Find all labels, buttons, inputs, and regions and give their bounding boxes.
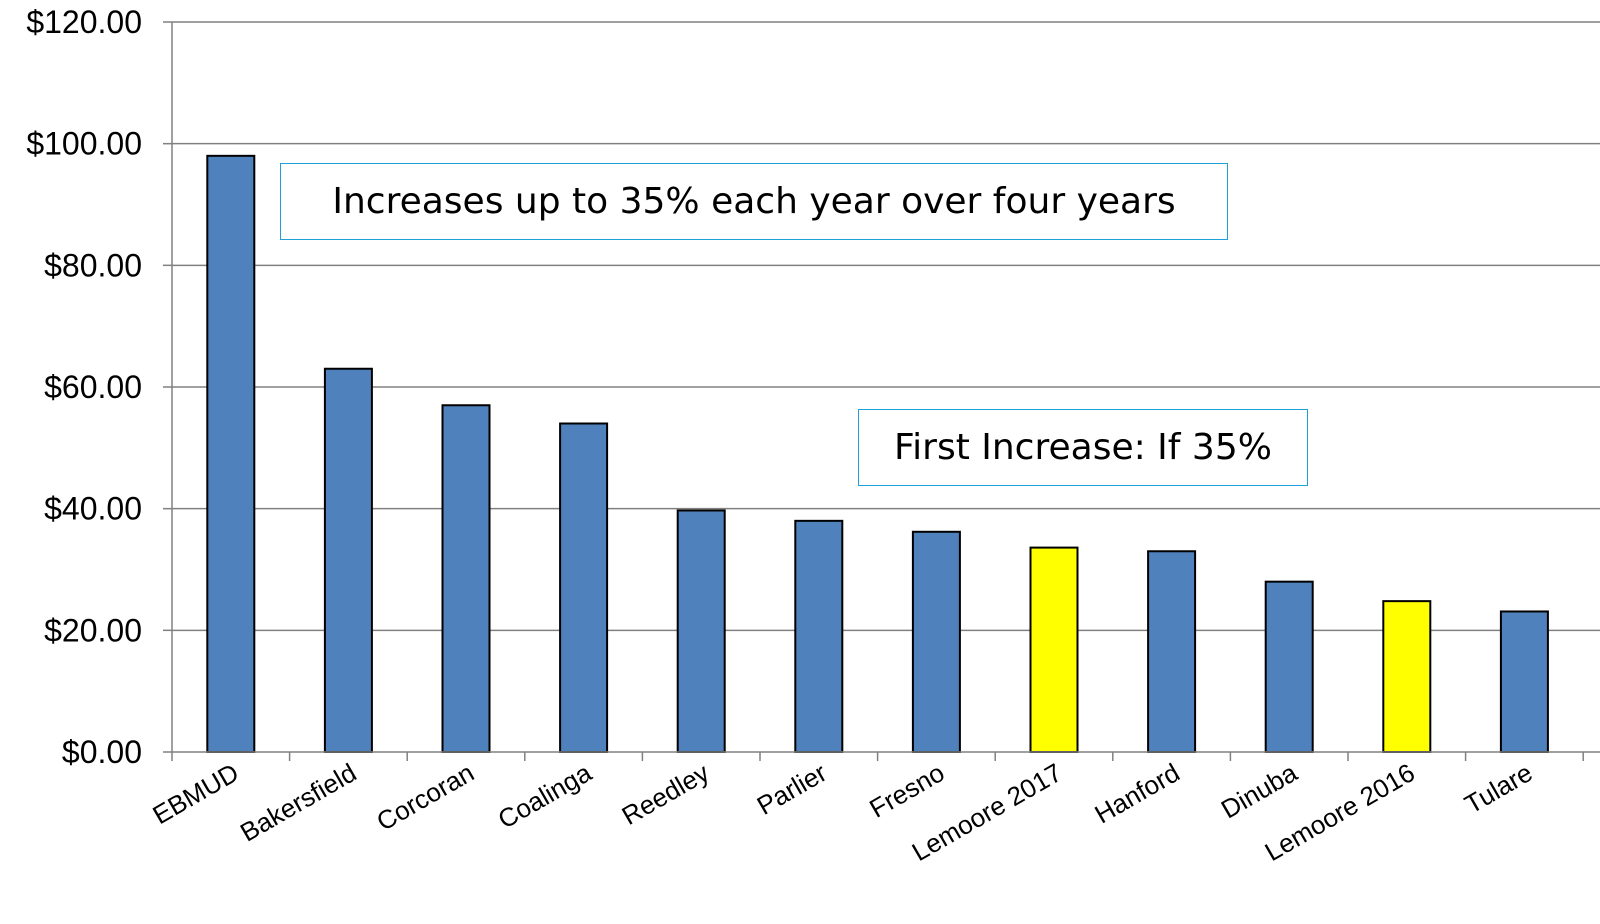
x-tick-label: Coalinga [493, 757, 597, 835]
y-tick-label: $100.00 [26, 126, 142, 162]
y-tick-label: $20.00 [44, 612, 142, 648]
x-tick-label: Reedley [617, 757, 715, 831]
annotation-box-first-increase: First Increase: If 35% [858, 409, 1308, 486]
y-tick-label: $0.00 [62, 734, 142, 770]
y-tick-label: $60.00 [44, 369, 142, 405]
bar [1147, 550, 1197, 753]
y-tick-label: $80.00 [44, 247, 142, 283]
y-tick-label: $40.00 [44, 491, 142, 527]
gridlines [172, 21, 1600, 632]
annotation-text-first-increase: First Increase: If 35% [894, 427, 1272, 468]
axes [171, 22, 1600, 761]
x-tick-label: Bakersfield [235, 757, 361, 847]
y-axis-tick-labels: $0.00 $20.00 $40.00 $60.00 $80.00 $100.00 $120… [26, 4, 172, 770]
bars [206, 154, 1549, 754]
y-tick-label: $120.00 [26, 4, 142, 40]
x-tick-label: Tulare [1459, 757, 1537, 819]
x-tick-label: Dinuba [1216, 757, 1303, 824]
bar [1382, 600, 1432, 754]
x-tick-label: EBMUD [147, 757, 243, 830]
bar [323, 367, 373, 753]
bar [1264, 580, 1314, 754]
bar [1029, 546, 1079, 753]
bar [1499, 610, 1549, 753]
bar [794, 519, 844, 753]
bar [559, 422, 609, 753]
bar [441, 404, 491, 753]
x-tick-label: Fresno [864, 757, 949, 823]
x-tick-label: Corcoran [371, 757, 479, 836]
x-tick-label: Hanford [1089, 757, 1184, 829]
bar [911, 530, 961, 753]
bar [676, 509, 726, 753]
annotation-text-increases: Increases up to 35% each year over four … [332, 181, 1176, 222]
bar [206, 154, 256, 754]
annotation-box-increases: Increases up to 35% each year over four … [280, 163, 1228, 240]
x-tick-label: Parlier [752, 757, 832, 821]
